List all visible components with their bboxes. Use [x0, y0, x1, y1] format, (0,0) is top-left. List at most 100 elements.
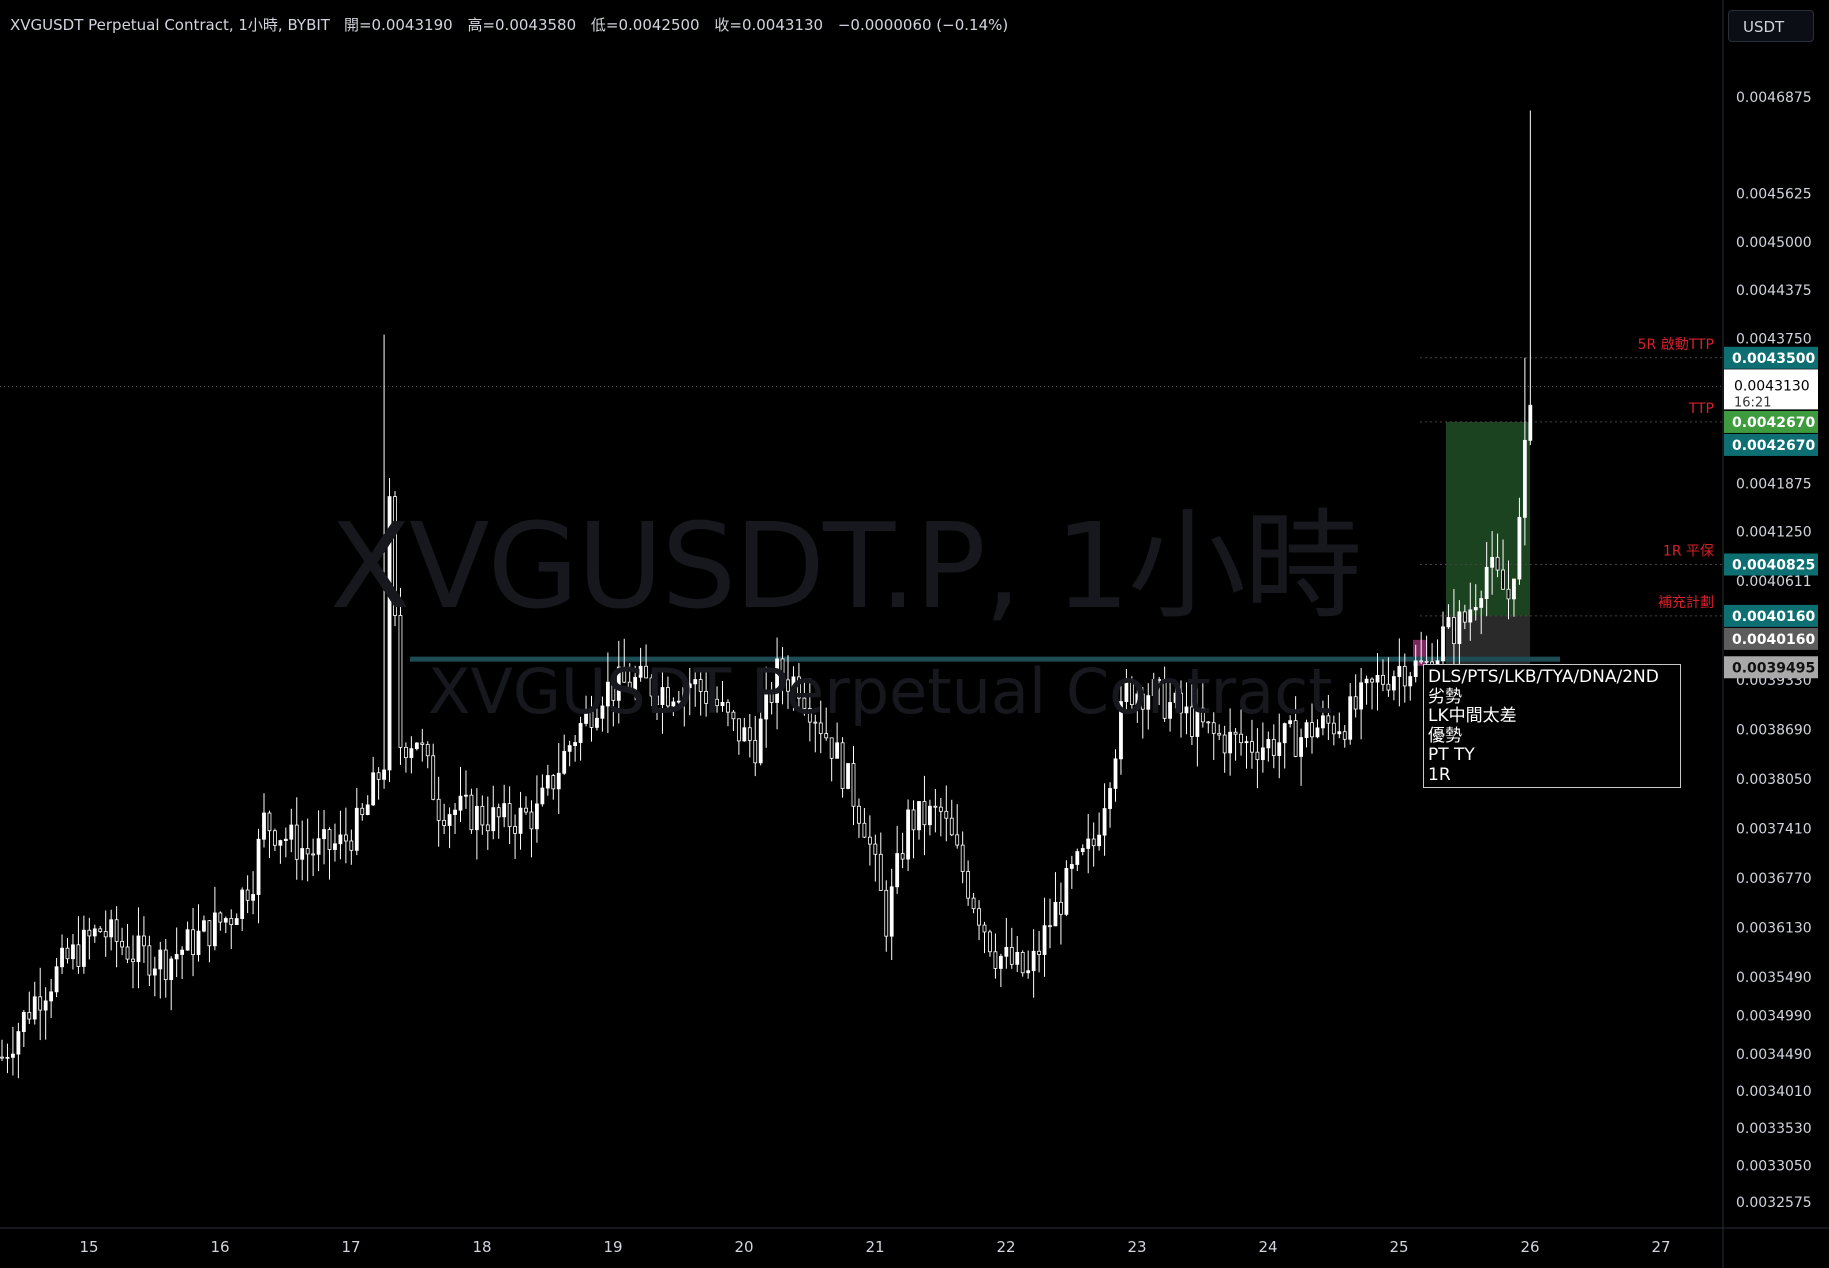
- candle-body: [5, 1056, 10, 1059]
- note-line: 1R: [1428, 764, 1451, 785]
- symbol-title[interactable]: XVGUSDT Perpetual Contract, 1小時, BYBIT: [10, 16, 330, 34]
- price-tick-label: 0.0038050: [1736, 772, 1812, 788]
- candle-body: [343, 834, 348, 842]
- candle-body: [92, 928, 97, 937]
- candle-body: [676, 700, 681, 703]
- note-line: PT TY: [1428, 745, 1475, 765]
- time-tick-label: 15: [79, 1238, 98, 1256]
- candle-body: [1129, 679, 1134, 706]
- price-tick-label: 0.0041875: [1736, 476, 1812, 492]
- price-tag-text: 0.0040160: [1732, 632, 1816, 648]
- candle-body: [404, 746, 408, 759]
- candle-body: [900, 853, 905, 860]
- candle-body: [469, 794, 474, 831]
- candle-body: [851, 763, 856, 807]
- candle-body: [818, 722, 823, 734]
- candle-body: [1102, 808, 1107, 836]
- candle-body: [294, 824, 299, 860]
- price-tick-label: 0.0045000: [1736, 235, 1812, 251]
- time-tick-label: 16: [210, 1238, 229, 1256]
- candle-body: [704, 691, 709, 704]
- candle-body: [1173, 692, 1178, 703]
- price-tick-label: 0.0036130: [1736, 920, 1812, 936]
- notes-box[interactable]: DLS/PTS/LKB/TYA/DNA/2ND 劣勢 LK中間太差 優勢 PT …: [1423, 664, 1681, 788]
- candle-body: [152, 968, 157, 976]
- ohlc-values: 開=0.0043190 高=0.0043580 低=0.0042500 收=0.…: [344, 14, 1018, 35]
- note-line: DLS/PTS/LKB/TYA/DNA/2ND: [1428, 667, 1659, 687]
- price-tag-text: 0.0039495: [1732, 660, 1815, 676]
- candle-body: [11, 1053, 15, 1058]
- candle-body: [556, 772, 561, 790]
- candle-body: [938, 806, 943, 812]
- candle-body: [409, 748, 414, 759]
- candle-body: [567, 745, 572, 752]
- candle-body: [1495, 556, 1500, 571]
- candle-body: [1113, 758, 1118, 789]
- candle-body: [709, 698, 714, 704]
- candle-body: [605, 681, 610, 707]
- candle-body: [1228, 731, 1233, 754]
- candle-body: [1479, 598, 1484, 608]
- candle-body: [0, 1056, 4, 1059]
- candle-body: [1501, 569, 1505, 590]
- price-tick-label: 0.0033050: [1736, 1158, 1812, 1174]
- candle-body: [682, 687, 687, 702]
- candle-body: [436, 798, 441, 821]
- candle-body: [720, 702, 725, 707]
- candle-body: [1457, 611, 1462, 645]
- candle-body: [747, 727, 752, 741]
- candle-body: [1097, 834, 1102, 847]
- candle-body: [545, 775, 550, 789]
- candle-body: [1484, 566, 1489, 599]
- candle-body: [780, 658, 785, 681]
- candle-body: [120, 940, 124, 948]
- candle-body: [305, 848, 310, 855]
- candle-body: [1168, 702, 1172, 719]
- candle-body: [1026, 970, 1031, 974]
- candle-body: [425, 744, 430, 757]
- candle-body: [955, 834, 960, 846]
- candle-body: [884, 889, 889, 937]
- candle-body: [474, 805, 479, 831]
- candle-body: [71, 944, 75, 960]
- candle-body: [158, 949, 163, 970]
- candle-body: [693, 679, 698, 685]
- candle-body: [300, 848, 305, 860]
- candle-body: [1397, 665, 1402, 677]
- candle-body: [1086, 838, 1091, 849]
- candle-body: [1310, 722, 1314, 738]
- candle-body: [496, 807, 501, 818]
- legend-header: XVGUSDT Perpetual Contract, 1小時, BYBIT 開…: [10, 14, 1018, 35]
- candle-body: [611, 681, 616, 701]
- candle-body: [622, 666, 627, 683]
- time-tick-label: 22: [996, 1238, 1015, 1256]
- low-value: 低=0.0042500: [590, 16, 700, 34]
- candle-body: [1304, 722, 1309, 738]
- candle-body: [371, 772, 376, 806]
- price-tick-label: 0.0043750: [1736, 331, 1812, 347]
- candle-body: [1288, 720, 1293, 725]
- candle-body: [906, 809, 910, 860]
- candle-body: [988, 931, 992, 953]
- candle-body: [16, 1031, 21, 1055]
- candle-body: [349, 840, 354, 851]
- candle-body: [524, 807, 528, 813]
- candle-body: [273, 830, 277, 846]
- price-tag: [1724, 410, 1818, 433]
- candle-body: [600, 705, 605, 719]
- candle-body: [573, 742, 578, 746]
- candle-body: [202, 920, 206, 932]
- candle-body: [1468, 609, 1473, 623]
- candle-body: [867, 836, 872, 845]
- price-tick-label: 0.0038690: [1736, 722, 1812, 738]
- candle-body: [769, 690, 774, 703]
- candle-body: [1042, 925, 1047, 955]
- candle-body: [1266, 739, 1271, 749]
- candle-body: [1522, 439, 1527, 518]
- candle-body: [76, 944, 81, 967]
- currency-button[interactable]: USDT: [1728, 10, 1814, 42]
- candle-body: [513, 826, 517, 834]
- candle-body: [174, 954, 179, 960]
